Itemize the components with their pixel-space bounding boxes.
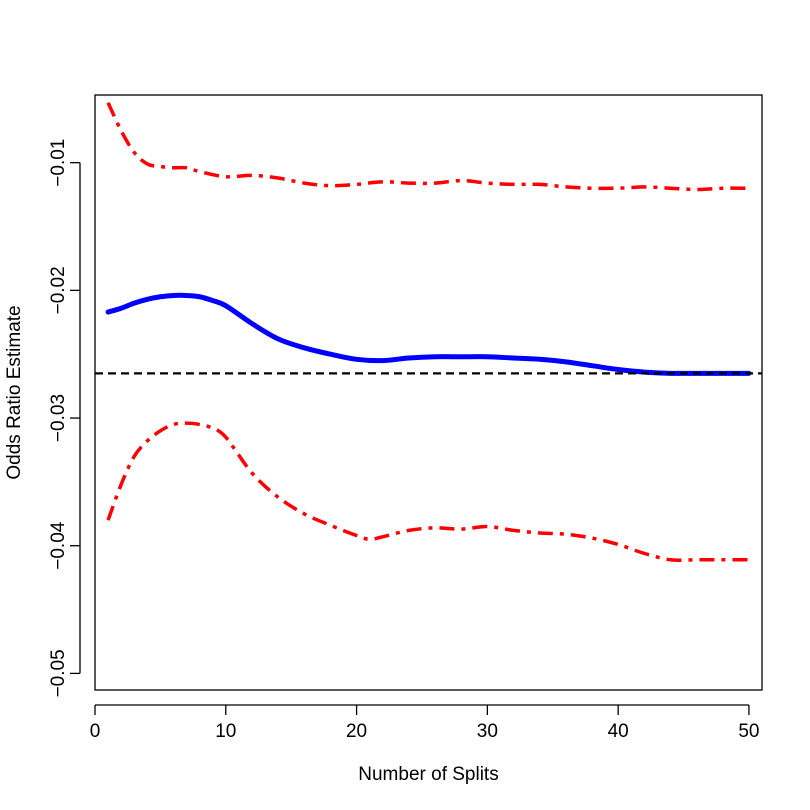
series-line-lower-bound xyxy=(106,421,749,562)
y-tick-label: −0.01 xyxy=(48,139,69,187)
x-tick-label: 30 xyxy=(477,721,498,742)
y-axis: −0.05 −0.04 −0.03 −0.02 −0.01 xyxy=(48,139,81,697)
y-tick-label: −0.05 xyxy=(48,649,69,697)
series-line-upper-bound xyxy=(106,101,749,192)
x-tick-label: 40 xyxy=(608,721,629,742)
series-layer xyxy=(105,101,752,562)
x-tick-label: 10 xyxy=(215,721,236,742)
y-tick-label: −0.04 xyxy=(48,521,69,570)
series-line-estimate xyxy=(105,292,752,376)
x-axis: 0 10 20 30 40 50 xyxy=(90,704,759,742)
x-tick-label: 20 xyxy=(346,721,367,742)
plot-frame xyxy=(94,94,763,691)
y-axis-title: Odds Ratio Estimate xyxy=(4,305,25,479)
y-tick-label: −0.03 xyxy=(48,394,69,442)
y-tick-label: −0.02 xyxy=(48,266,69,314)
x-tick-label: 50 xyxy=(738,721,759,742)
x-tick-label: 0 xyxy=(90,721,101,742)
x-axis-title: Number of Splits xyxy=(358,764,498,785)
